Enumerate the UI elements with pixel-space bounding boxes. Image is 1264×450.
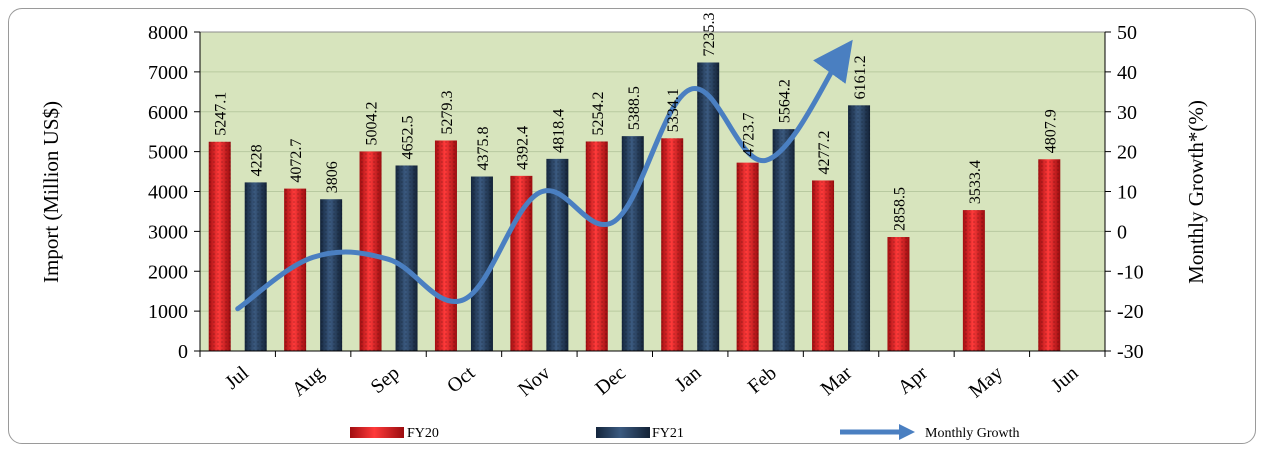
bars <box>208 62 1061 352</box>
x-axis-tick-label: Aug <box>288 362 329 401</box>
data-label-fy20: 5247.1 <box>213 92 230 136</box>
data-label-fy20: 2858.5 <box>891 187 908 231</box>
bar-fy21-texture <box>772 129 795 351</box>
y2-axis-tick-label: 30 <box>1117 102 1137 124</box>
data-label-fy20: 4392.4 <box>514 126 531 170</box>
data-label-fy20: 3533.4 <box>967 160 984 204</box>
growth-line-path <box>235 39 853 312</box>
y-axis-title: Import (Million US$) <box>39 101 63 283</box>
legend-label-growth: Monthly Growth <box>925 426 1020 441</box>
y-axis-tick-label: 7000 <box>148 62 188 84</box>
y-axis-tick-label: 1000 <box>148 301 188 323</box>
y2-axis-tick-label: -20 <box>1117 301 1144 323</box>
y2-axis-tick-label: 50 <box>1117 22 1137 44</box>
data-label-fy21: 7235.3 <box>701 12 718 56</box>
bar-fy21-texture <box>244 182 267 351</box>
data-label-fy20: 4277.2 <box>816 130 833 174</box>
y-axis-tick-label: 0 <box>178 341 188 363</box>
data-label-fy21: 5564.2 <box>777 79 794 123</box>
bar-fy20-texture <box>284 188 307 351</box>
bar-fy20-texture <box>1038 159 1061 351</box>
data-label-fy20: 4723.7 <box>741 113 758 157</box>
legend-label-fy20: FY20 <box>407 426 439 441</box>
bar-fy20-texture <box>585 141 608 351</box>
data-labels: 5247.1 4072.7 5004.2 5279.3 4392.4 5254.2 5334… <box>213 12 1060 231</box>
data-label-fy20: 5334.1 <box>665 88 682 132</box>
data-label-fy21: 5388.5 <box>626 86 643 130</box>
bar-fy21-texture <box>395 165 418 351</box>
x-axis-tick-label: Sep <box>367 362 404 398</box>
y-axis-tick-label: 6000 <box>148 102 188 124</box>
y2-axis-tick-label: 20 <box>1117 142 1137 164</box>
y2-axis-tick-label: 0 <box>1117 221 1127 243</box>
bar-fy21-texture <box>470 176 493 351</box>
legend-swatch-fy20 <box>350 427 404 438</box>
bar-fy21-texture <box>848 105 871 352</box>
x-axis-tick-label: May <box>965 362 1007 402</box>
data-label-fy21: 4818.4 <box>550 109 567 153</box>
x-axis-tick-label: Jan <box>671 362 706 396</box>
bar-fy20-texture <box>812 180 835 351</box>
x-axis-tick-label: Jul <box>221 362 253 394</box>
y2-axis-tick-label: -10 <box>1117 261 1144 283</box>
x-axis-tick-label: Apr <box>894 362 932 399</box>
y-axis-tick-label: 8000 <box>148 22 188 44</box>
y2-axis-tick-label: -30 <box>1117 341 1144 363</box>
data-label-fy20: 5279.3 <box>439 90 456 134</box>
x-axis-tick-label: Oct <box>443 362 480 398</box>
legend: FY20 FY21 Monthly Growth <box>350 424 1020 441</box>
bar-fy20-texture <box>736 162 759 351</box>
bar-fy20-texture <box>962 210 985 351</box>
x-axis-tick-label: Jun <box>1047 362 1082 397</box>
bar-fy21-texture <box>320 199 343 351</box>
data-label-fy21: 4652.5 <box>400 115 417 159</box>
y-axis-tick-label: 2000 <box>148 261 188 283</box>
x-axis-tick-label: Dec <box>591 362 630 400</box>
x-axis-tick-label: Mar <box>817 362 857 400</box>
data-label-fy21: 4375.8 <box>475 127 492 171</box>
legend-arrow-icon <box>899 424 915 440</box>
bar-fy20-texture <box>434 140 457 351</box>
legend-swatch-fy21 <box>596 427 650 438</box>
legend-label-fy21: FY21 <box>652 426 684 441</box>
bar-fy20-texture <box>208 141 231 351</box>
y2-axis-tick-label: 40 <box>1117 62 1137 84</box>
bar-fy20-texture <box>661 138 684 351</box>
y-axis-tick-label: 3000 <box>148 221 188 243</box>
data-label-fy20: 5004.2 <box>364 101 381 145</box>
data-label-fy20: 4807.9 <box>1042 109 1059 153</box>
data-label-fy21: 3806 <box>324 161 341 193</box>
data-label-fy21: 4228 <box>249 144 266 176</box>
bar-fy20-texture <box>887 237 910 351</box>
bar-fy21-texture <box>621 136 644 351</box>
x-axis-tick-label: Nov <box>514 362 555 401</box>
bar-fy21-texture <box>697 62 720 352</box>
bar-fy20-texture <box>359 151 382 351</box>
x-axis-tick-label: Feb <box>744 362 781 398</box>
y2-axis-title: Monthly Growth*(%) <box>1184 100 1208 284</box>
y-axis-tick-label: 5000 <box>148 142 188 164</box>
data-label-fy20: 5254.2 <box>590 91 607 135</box>
data-label-fy21: 6161.2 <box>852 55 869 99</box>
y-axis-tick-label: 4000 <box>148 182 188 204</box>
y2-axis-tick-label: 10 <box>1117 182 1137 204</box>
data-label-fy20: 4072.7 <box>288 139 305 183</box>
bar-fy21-texture <box>546 158 569 351</box>
growth-line <box>235 39 853 312</box>
